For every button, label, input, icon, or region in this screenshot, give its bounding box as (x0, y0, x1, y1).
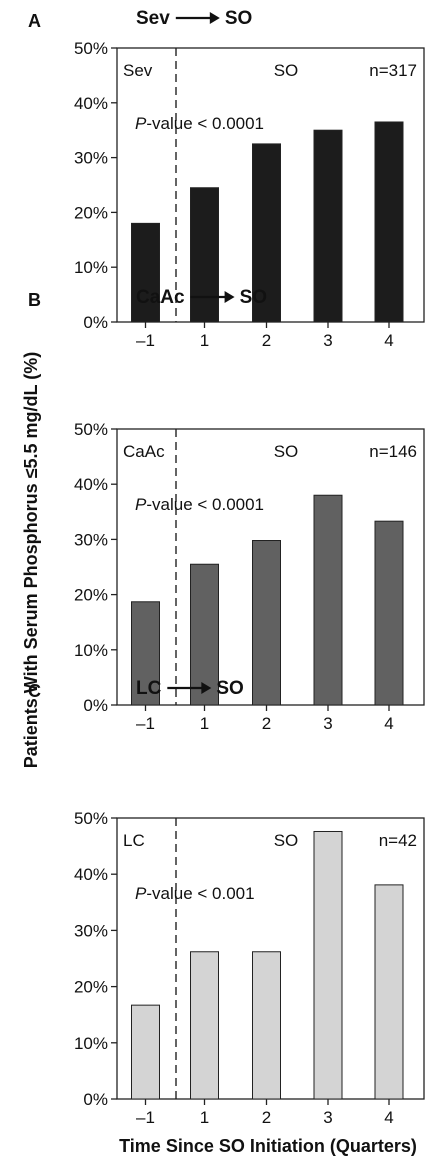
bar (252, 540, 281, 706)
bar (374, 121, 404, 323)
y-tick-label: 10% (74, 641, 108, 660)
post-switch-label: SO (274, 442, 299, 461)
panel-c: C LC SO0%10%20%30%40%50%–1 1 2 3 4LC SO n=42P-va… (28, 678, 425, 1127)
y-tick-label: 40% (74, 94, 108, 113)
x-tick-label: 4 (384, 714, 393, 733)
post-switch-label: SO (274, 61, 299, 80)
panel-letter: A (28, 11, 41, 31)
bar (190, 187, 219, 323)
p-value-rest: -value < 0.0001 (146, 114, 264, 133)
pre-switch-label: LC (123, 831, 145, 850)
x-tick-label: 3 (323, 331, 332, 350)
x-tick-label: –1 (136, 331, 155, 350)
p-value-italic: P (135, 884, 147, 903)
y-tick-label: 30% (74, 149, 108, 168)
y-tick-label: 20% (74, 586, 108, 605)
bar (131, 1004, 160, 1100)
y-tick-label: 30% (74, 530, 108, 549)
bar (252, 143, 281, 323)
panel-title-from: LC (136, 678, 162, 699)
bar (190, 951, 219, 1100)
panel-title-to: SO (216, 678, 243, 699)
x-tick-label: 4 (384, 1108, 393, 1127)
y-tick-label: 0% (83, 696, 108, 715)
bar (374, 884, 404, 1100)
y-tick-label: 0% (83, 1090, 108, 1109)
x-tick-label: –1 (136, 1108, 155, 1127)
bar (190, 563, 219, 706)
y-tick-label: 40% (74, 865, 108, 884)
y-tick-label: 10% (74, 258, 108, 277)
y-axis-label: Patients With Serum Phosphorus ≤5.5 mg/d… (21, 352, 41, 768)
p-value-label: P-value < 0.0001 (135, 114, 264, 133)
x-tick-label: 2 (262, 714, 271, 733)
y-tick-label: 0% (83, 313, 108, 332)
x-tick-label: 4 (384, 331, 393, 350)
y-tick-label: 50% (74, 420, 108, 439)
panel-title-to: SO (240, 287, 267, 308)
y-tick-label: 30% (74, 921, 108, 940)
n-label: n=317 (369, 61, 417, 80)
title-arrow-head (224, 291, 235, 303)
y-tick-label: 50% (74, 809, 108, 828)
x-tick-label: 3 (323, 714, 332, 733)
pre-switch-label: Sev (123, 61, 153, 80)
pre-switch-label: CaAc (123, 442, 165, 461)
bar (374, 520, 404, 706)
y-tick-label: 20% (74, 978, 108, 997)
p-value-label: P-value < 0.001 (135, 884, 255, 903)
panel-letter: C (28, 681, 41, 701)
x-tick-label: 1 (200, 714, 209, 733)
y-tick-label: 10% (74, 1034, 108, 1053)
bar (131, 601, 160, 706)
bar (313, 129, 343, 323)
title-arrow-head (201, 682, 212, 694)
n-label: n=42 (379, 831, 417, 850)
panel-title-from: CaAc (136, 287, 185, 308)
x-tick-label: 2 (262, 1108, 271, 1127)
p-value-italic: P (135, 495, 147, 514)
x-tick-label: 1 (200, 331, 209, 350)
y-tick-label: 50% (74, 39, 108, 58)
p-value-label: P-value < 0.0001 (135, 495, 264, 514)
bar (131, 222, 160, 323)
y-tick-label: 40% (74, 475, 108, 494)
y-tick-label: 20% (74, 203, 108, 222)
n-label: n=146 (369, 442, 417, 461)
bar (313, 830, 343, 1100)
p-value-rest: -value < 0.0001 (146, 495, 264, 514)
bar (252, 951, 281, 1100)
panel-title-from: Sev (136, 8, 170, 29)
x-tick-label: 1 (200, 1108, 209, 1127)
x-axis-label: Time Since SO Initiation (Quarters) (119, 1136, 417, 1156)
title-arrow-head (209, 12, 220, 24)
panel-title-to: SO (225, 8, 252, 29)
post-switch-label: SO (274, 831, 299, 850)
x-tick-label: 3 (323, 1108, 332, 1127)
p-value-italic: P (135, 114, 147, 133)
bar (313, 494, 343, 706)
x-tick-label: –1 (136, 714, 155, 733)
x-tick-label: 2 (262, 331, 271, 350)
p-value-rest: -value < 0.001 (146, 884, 254, 903)
panel-letter: B (28, 290, 41, 310)
panel-a: A Sev SO 0% 10% 20% 30% 40% 50% –1 1 2 3 4 Sev SO n=317 P… (28, 8, 425, 350)
